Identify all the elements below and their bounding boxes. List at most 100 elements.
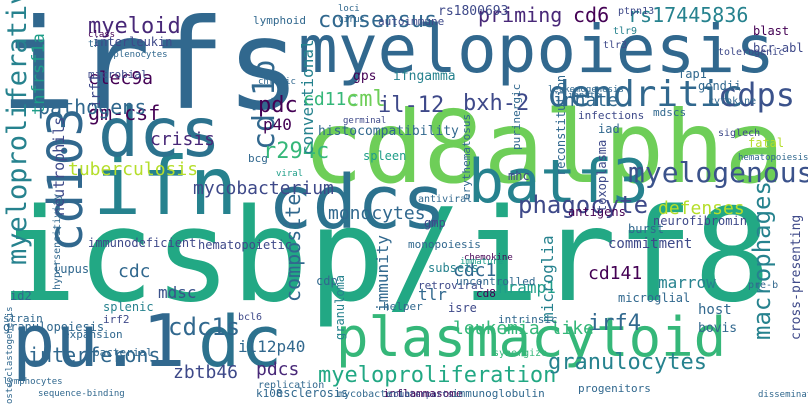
word: gps	[353, 69, 376, 84]
word: pre-b	[748, 280, 778, 291]
word: osteoclastogenesis	[5, 306, 15, 404]
word: bcr-abl	[753, 41, 804, 55]
word: cdp	[316, 274, 338, 288]
word: disseminated	[758, 390, 808, 400]
word: tolerogenic	[718, 47, 784, 58]
word: loci	[338, 4, 360, 14]
word: bacterial	[93, 346, 153, 359]
word: interferons	[28, 343, 160, 367]
word: strain	[3, 312, 43, 325]
word: hematopoiesis	[738, 153, 808, 163]
word: cd11c	[303, 89, 357, 110]
word: monopoiesis	[408, 238, 481, 251]
word: mdsc	[158, 283, 197, 302]
word: zbtb46	[173, 362, 238, 383]
word: class	[88, 30, 115, 40]
word: il12p40	[238, 337, 305, 356]
word: immature	[460, 257, 503, 267]
word: irf1	[88, 74, 104, 108]
word: reconstitution	[554, 75, 568, 176]
word: crisis	[150, 129, 215, 150]
word: pdc	[258, 93, 298, 118]
word: conventional	[298, 39, 317, 155]
word: mhc	[508, 169, 530, 183]
word: histocompatibility	[318, 124, 459, 139]
word: tuberculosis	[68, 159, 198, 180]
word: erythematosus	[460, 114, 473, 200]
word: gm-csf	[88, 101, 160, 125]
word: siglech	[718, 128, 760, 139]
word: batf3	[468, 147, 649, 217]
word: dendritic	[548, 74, 743, 115]
word: bcl6	[238, 312, 262, 323]
word: esclerosis	[276, 386, 348, 400]
word: irfs	[0, 0, 301, 138]
word: microbial	[88, 68, 148, 81]
word: fap1	[678, 67, 707, 81]
word: progenitors	[578, 382, 651, 395]
word: mdscs	[653, 106, 686, 119]
word: bcg	[248, 152, 268, 165]
word: leukemia-like	[453, 318, 594, 339]
word: isre	[448, 301, 477, 315]
word: cd8	[476, 287, 496, 300]
word: blast	[753, 24, 789, 38]
word: rs1800693	[438, 4, 508, 19]
word: burst	[628, 222, 664, 236]
word: immunoglobulin	[452, 387, 545, 400]
word: cross-presenting	[789, 215, 804, 340]
word: cml	[346, 87, 386, 112]
word: cd6	[573, 3, 609, 27]
word: hematopoietic	[198, 238, 292, 252]
word: pu.1	[12, 299, 185, 383]
word: helper	[383, 300, 423, 313]
word: ifn	[93, 140, 238, 233]
word: mycobacteria	[338, 389, 410, 400]
word: irf2	[103, 313, 130, 326]
word: immunodeficient	[88, 236, 196, 250]
word: host	[698, 302, 732, 318]
word: lymphocytes	[3, 377, 63, 387]
word: innate	[568, 91, 601, 101]
word: gmp	[424, 216, 446, 230]
word: cdps	[718, 76, 795, 114]
word: myeloproliferative	[2, 0, 33, 265]
word: cd141	[588, 263, 642, 284]
word: ptpn13	[618, 6, 654, 17]
word: antiviral	[418, 194, 472, 205]
word: inflammasome	[383, 387, 462, 400]
word: chemokine	[464, 253, 513, 263]
word: synergize	[493, 348, 547, 359]
word: germinal	[343, 116, 386, 126]
word: neutrophils	[50, 117, 68, 216]
word: microglial	[618, 291, 690, 305]
word: dcs	[98, 94, 221, 173]
word: retroviral	[418, 279, 484, 292]
word: myelopoiesis	[298, 11, 775, 88]
word: mycobacterium	[193, 178, 334, 199]
word: tlr3	[603, 40, 627, 51]
word: expansion	[63, 328, 123, 341]
word: rs17445836	[628, 3, 748, 27]
word: il-12	[378, 93, 444, 118]
word: granuloma	[333, 275, 347, 340]
word: viral	[276, 169, 303, 179]
word: macrophages	[748, 181, 776, 340]
word: replication	[258, 380, 324, 391]
word: plasmacytoid	[336, 306, 726, 369]
word: neurofibromin	[653, 214, 747, 228]
word: gondii	[698, 79, 741, 93]
word: pathogens	[38, 95, 146, 119]
word: virus	[338, 15, 365, 25]
word: innate	[553, 90, 618, 111]
word: granulopoiesis	[3, 320, 104, 334]
word: priming	[478, 3, 562, 27]
word: th1	[88, 39, 106, 50]
word: cdc	[118, 261, 151, 282]
word: immunity	[373, 235, 392, 312]
word: lymphoid	[253, 14, 306, 27]
word: leukemogenesis	[548, 85, 624, 95]
word: defenses	[658, 198, 745, 219]
